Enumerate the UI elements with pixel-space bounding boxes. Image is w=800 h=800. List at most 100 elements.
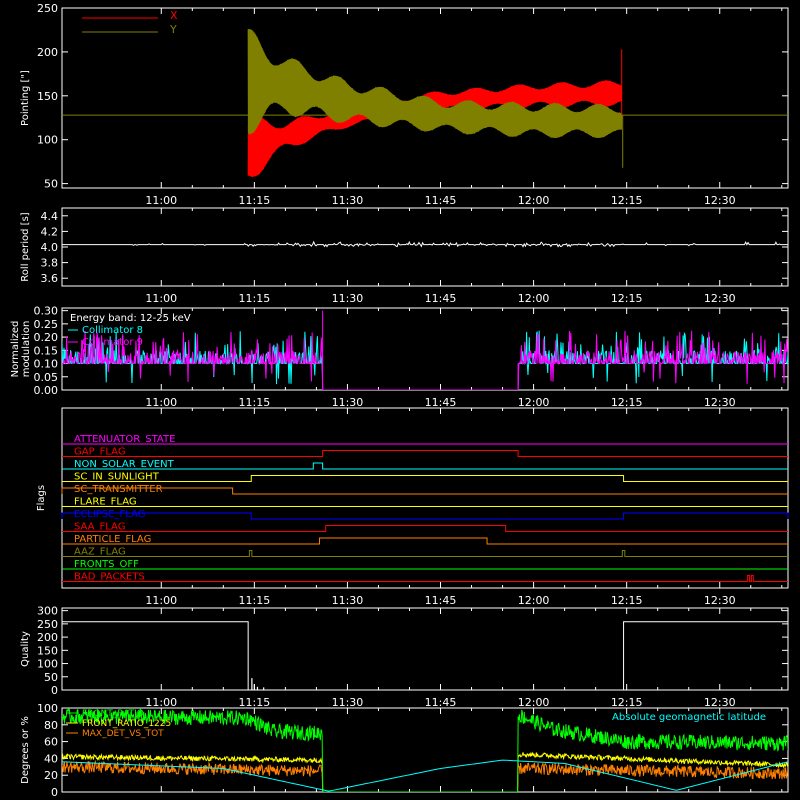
flag-trace-gap-flag (62, 450, 788, 457)
x-tick-label: 12:15 (611, 292, 643, 305)
x-tick-label: 11:45 (425, 292, 457, 305)
pointing-panel: 11:00 11:15 11:30 11:45 12:00 12:15 12:30 50 100… (20, 2, 789, 207)
x-tick-label: 12:30 (704, 396, 736, 409)
x-tick-label: 12:00 (518, 292, 550, 305)
flag-label-particle-flag: PARTICLE_FLAG (74, 534, 151, 545)
x-tick-label: 11:00 (145, 594, 177, 607)
y-tick-label: 100 (37, 658, 58, 671)
roll-period-panel: 11:00 11:15 11:30 11:45 12:00 12:15 12:30 3.6 3.… (20, 207, 789, 305)
x-tick-label: 11:15 (239, 696, 271, 709)
x-tick-label: 11:00 (145, 194, 177, 207)
flag-label-fronts-off: FRONTS_OFF (74, 559, 139, 570)
y-axis-label: Normalizedmodulation (10, 321, 32, 378)
flag-label-eclipse-flag: ECLIPSE_FLAG (74, 509, 145, 520)
y-axis-label: Roll period [s] (20, 212, 31, 281)
legend-label-x: X (170, 9, 178, 22)
y-tick-label: 3.8 (41, 257, 59, 270)
y-tick-label: 0.10 (34, 358, 59, 371)
flag-label-gap-flag: GAP_FLAG (74, 447, 126, 458)
y-tick-label: 0.00 (34, 384, 59, 397)
y-axis-label: Pointing ["] (20, 70, 31, 126)
x-tick-label: 12:30 (704, 696, 736, 709)
y-tick-label: 0.25 (34, 318, 59, 331)
y-tick-label: 4.0 (41, 241, 59, 254)
energy-band-annotation: Energy band: 12-25 keV (70, 313, 191, 324)
flags-panel: 11:00 11:15 11:30 11:45 12:00 12:15 12:30 Flags… (36, 407, 789, 607)
flag-label-sc-transmitter: SC_TRANSMITTER (74, 484, 163, 495)
geomagnetic-latitude-annotation: Absolute geomagnetic latitude (612, 712, 766, 723)
legend-label-y: Y (169, 23, 177, 36)
y-tick-label: 100 (37, 134, 58, 147)
x-tick-label: 12:00 (518, 396, 550, 409)
flag-trace-saa-flag (62, 525, 788, 532)
x-tick-label: 12:00 (518, 696, 550, 709)
flag-label-sc-in-sunlight: SC_IN_SUNLIGHT (74, 472, 160, 483)
modulation-traces (62, 310, 788, 390)
panel-frame (61, 7, 789, 189)
x-tick-label: 11:15 (239, 194, 271, 207)
pointing-series-y (247, 29, 623, 138)
x-tick-label: 11:30 (332, 292, 364, 305)
y-tick-label: 50 (44, 178, 58, 191)
flag-trace-bad-packets (62, 575, 788, 582)
y-tick-label: 0.15 (34, 344, 59, 357)
x-tick-label: 12:15 (611, 396, 643, 409)
geomagnetic-latitude-series (62, 759, 788, 792)
x-tick-label: 12:15 (611, 696, 643, 709)
flag-label-aaz-flag: AAZ_FLAG (74, 547, 126, 558)
y-tick-label: 80 (44, 719, 58, 732)
collimator-9-series (62, 330, 788, 390)
x-tick-label: 11:45 (425, 696, 457, 709)
x-tick-label: 11:30 (332, 194, 364, 207)
flag-label-saa-flag: SAA_FLAG (74, 522, 125, 533)
legend-label-ratio: FRONT_RATIO (82, 709, 144, 719)
x-tick-label: 11:30 (332, 696, 364, 709)
pointing-series-x (247, 80, 622, 178)
pointing-traces (62, 29, 788, 178)
legend-label-ratio: FRONT_RATIO_1225 (82, 719, 171, 729)
y-tick-label: 4.2 (41, 225, 59, 238)
flag-trace-sc-in-sunlight (62, 475, 788, 482)
x-tick-label: 11:00 (145, 292, 177, 305)
y-axis-label: Degrees or % (20, 716, 31, 784)
x-tick-label: 11:00 (145, 696, 177, 709)
legend-label-collimator: Collimator 8 (82, 325, 143, 336)
front-ratio-series (62, 708, 788, 792)
y-tick-label: 40 (44, 752, 58, 765)
x-tick-label: 11:30 (332, 396, 364, 409)
y-tick-label: 150 (37, 644, 58, 657)
flag-trace-aaz-flag (62, 550, 788, 557)
y-tick-label: 4.4 (41, 210, 59, 223)
y-axis-label: Flags (36, 485, 47, 511)
y-tick-label: 250 (37, 618, 58, 631)
y-tick-label: 200 (37, 46, 58, 59)
ratio-panel: 0 20 40 60 80 100 Degrees or % FRONT_RATIOFRONT… (20, 702, 789, 799)
y-tick-label: 60 (44, 736, 58, 749)
x-tick-label: 11:45 (425, 194, 457, 207)
y-tick-label: 20 (44, 769, 58, 782)
modulation-panel: 11:00 11:15 11:30 11:45 12:00 12:15 12:300.000… (10, 305, 789, 409)
x-tick-label: 12:00 (518, 594, 550, 607)
x-tick-label: 11:45 (425, 594, 457, 607)
roll-period-series (62, 240, 788, 248)
x-tick-label: 11:30 (332, 594, 364, 607)
x-tick-label: 12:15 (611, 194, 643, 207)
flag-label-non-solar-event: NON_SOLAR_EVENT (74, 459, 175, 470)
x-tick-label: 12:30 (704, 194, 736, 207)
y-tick-label: 0.30 (34, 305, 59, 318)
y-tick-label: 200 (37, 631, 58, 644)
y-tick-label: 0.20 (34, 331, 59, 344)
legend-label-ratio: MAX_DET_VS_TOT (82, 729, 164, 739)
panel-frame (61, 407, 789, 589)
front-ratio-1225-series (62, 751, 788, 792)
ratio-traces (62, 708, 788, 792)
x-tick-label: 12:30 (704, 594, 736, 607)
y-tick-label: 3.6 (41, 272, 59, 285)
y-axis-label: Quality (20, 631, 31, 667)
flag-trace-particle-flag (62, 537, 788, 545)
y-tick-label: 300 (37, 605, 58, 618)
y-tick-label: 150 (37, 90, 58, 103)
quality-series (62, 621, 788, 691)
y-tick-label: 0.05 (34, 371, 59, 384)
